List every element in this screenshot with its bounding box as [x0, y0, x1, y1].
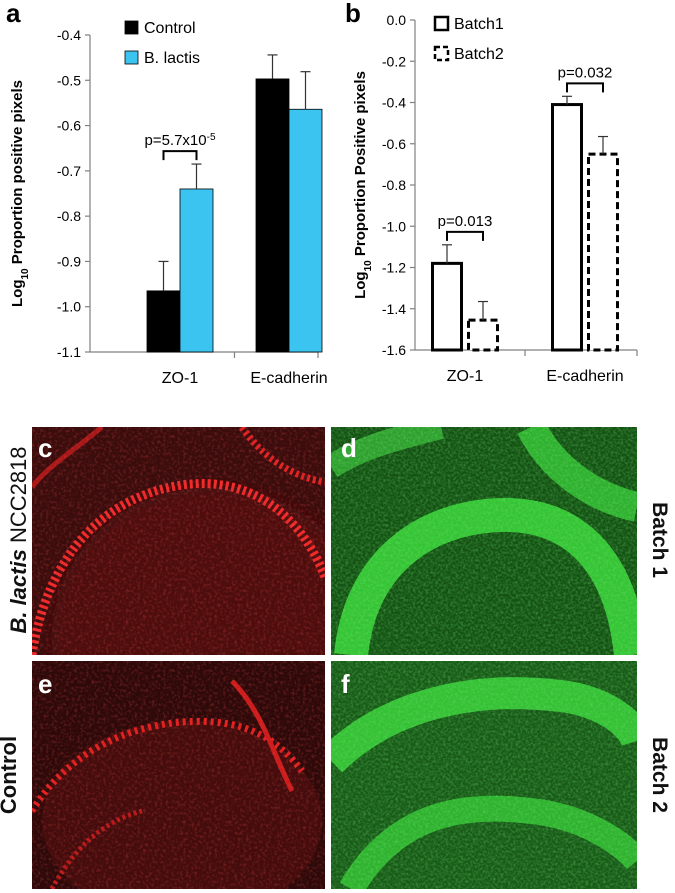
- micrograph-c-red: c: [32, 427, 325, 655]
- x-tick-label: E-cadherin: [250, 370, 327, 387]
- y-axis-label: Log10 Proportion Positive pixels: [352, 71, 374, 299]
- significance-bracket: [566, 82, 604, 93]
- legend-swatch: [124, 20, 139, 35]
- batch-2-label: Batch 2: [644, 725, 671, 825]
- micrograph-e-red: e: [32, 661, 325, 889]
- row-label-italic: B. lactis: [6, 549, 31, 634]
- panel-label-a: a: [6, 0, 21, 28]
- legend-label: B. lactis: [144, 50, 200, 67]
- x-tick-label: ZO-1: [162, 370, 199, 387]
- legend-label: Batch1: [454, 16, 504, 33]
- legend-swatch: [433, 15, 450, 32]
- batch-1-label: Batch 1: [644, 490, 671, 590]
- y-tick-label: -1.6: [382, 342, 406, 358]
- row-label-b-lactis: B. lactis NCC2818: [6, 440, 34, 640]
- y-tick-label: -0.4: [57, 27, 81, 43]
- y-tick-label: -0.9: [57, 253, 81, 269]
- bar-Control: [146, 290, 181, 353]
- y-axis-label: Log10 Proportion positive pixels: [9, 80, 31, 307]
- y-tick-label: -1.2: [382, 260, 406, 276]
- batch-1-text: Batch 1: [648, 502, 671, 578]
- y-tick-label: -1.4: [382, 301, 406, 317]
- significance-bracket: [446, 230, 484, 241]
- y-tick-label: -0.2: [382, 53, 406, 69]
- y-tick-label: -0.8: [57, 208, 81, 224]
- y-tick-label: -1.0: [382, 218, 406, 234]
- micrograph-d-green: d: [331, 427, 637, 655]
- y-tick-label: -1.0: [57, 299, 81, 315]
- row-label-control-text: Control: [0, 735, 21, 815]
- y-tick-label: 0.0: [387, 12, 407, 28]
- legend-swatch: [124, 50, 139, 65]
- tissue-green-image: [331, 661, 637, 889]
- bar-B. lactis: [179, 188, 214, 353]
- row-label-strain: NCC2818: [6, 446, 31, 550]
- tissue-red-image: [32, 427, 325, 655]
- panel-label-b: b: [345, 0, 361, 28]
- p-value-label: p=0.032: [558, 64, 613, 81]
- micrograph-f-green: f: [331, 661, 637, 889]
- p-value-label: p=0.013: [438, 213, 493, 230]
- bar-Batch2: [587, 152, 619, 352]
- chart-panel-a: a -1.1 -1.0 -0.9 -0.8 -0.7 -0.6 -0.5 -0.4 Log10 P…: [6, 0, 328, 387]
- p-value-label: p=5.7x10-5: [144, 132, 215, 150]
- x-tick-label: ZO-1: [447, 368, 484, 385]
- bar-charts: a -1.1 -1.0 -0.9 -0.8 -0.7 -0.6 -0.5 -0.4 Log10 P…: [6, 0, 638, 387]
- batch-2-text: Batch 2: [648, 737, 671, 813]
- y-tick-label: -0.7: [57, 163, 81, 179]
- legend-swatch: [433, 45, 450, 62]
- legend-label: Batch2: [454, 46, 504, 63]
- bar-Batch1: [551, 103, 583, 352]
- panel-label-d: d: [341, 433, 357, 463]
- y-tick-label: -0.8: [382, 177, 406, 193]
- bar-Control: [255, 78, 290, 353]
- row-label-control: Control: [0, 720, 24, 830]
- panel-label-c: c: [38, 433, 53, 463]
- panel-label-f: f: [341, 669, 350, 699]
- bar-B. lactis: [288, 108, 323, 353]
- y-tick-label: -0.5: [57, 72, 81, 88]
- tissue-green-image: [331, 427, 637, 655]
- y-tick-label: -0.6: [57, 118, 81, 134]
- panel-label-e: e: [38, 669, 53, 699]
- x-tick-label: E-cadherin: [546, 368, 623, 385]
- legend-label: Control: [144, 20, 196, 37]
- significance-bracket: [162, 150, 198, 161]
- chart-panel-b: b -1.6 -1.4 -1.2 -1.0 -0.8 -0.6 -0.4 -0.2 0.0 Log1…: [345, 0, 638, 385]
- y-tick-label: -1.1: [57, 344, 81, 360]
- y-tick-label: -0.6: [382, 136, 406, 152]
- bar-Batch2: [467, 318, 499, 352]
- bar-Batch1: [431, 261, 463, 352]
- y-tick-label: -0.4: [382, 95, 406, 111]
- tissue-red-image: [32, 661, 325, 889]
